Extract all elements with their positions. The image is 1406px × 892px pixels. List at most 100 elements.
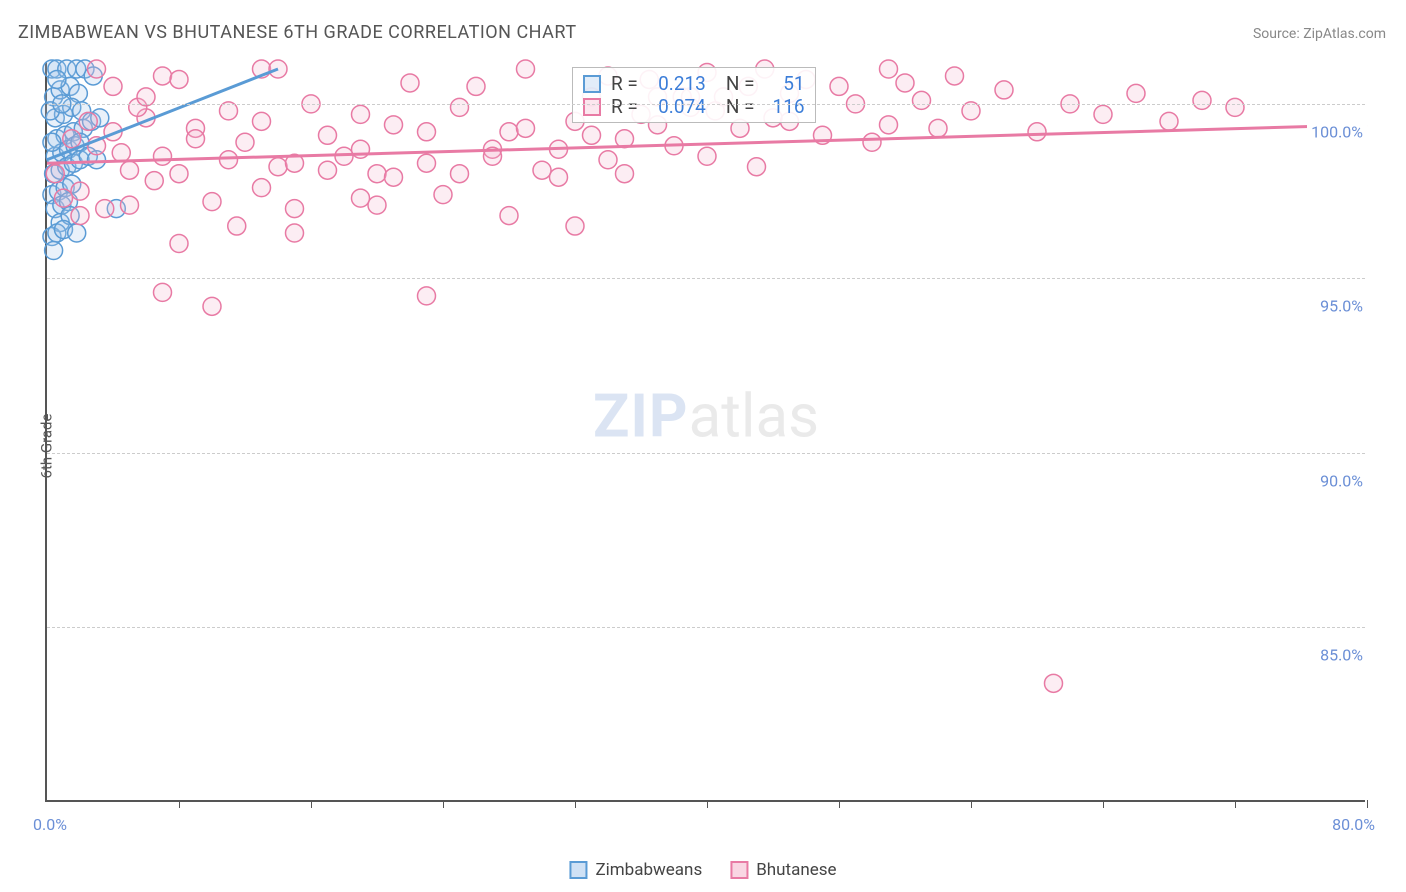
data-point xyxy=(46,165,64,183)
data-point xyxy=(71,207,89,225)
data-point xyxy=(385,168,403,186)
data-point xyxy=(1094,105,1112,123)
data-point xyxy=(896,74,914,92)
data-point xyxy=(517,119,535,137)
data-point xyxy=(583,126,601,144)
data-point xyxy=(946,67,964,85)
x-tick xyxy=(971,800,972,808)
source-value: ZipAtlas.com xyxy=(1303,26,1386,42)
x-tick xyxy=(311,800,312,808)
x-axis-min-label: 0.0% xyxy=(33,815,67,834)
data-point xyxy=(286,200,304,218)
data-point xyxy=(418,287,436,305)
y-tick-label: 100.0% xyxy=(1307,122,1367,141)
data-point xyxy=(104,77,122,95)
data-point xyxy=(698,147,716,165)
data-point xyxy=(550,168,568,186)
x-tick xyxy=(1103,800,1104,808)
n-value: 116 xyxy=(765,95,805,118)
data-point xyxy=(929,119,947,137)
data-point xyxy=(616,165,634,183)
data-point xyxy=(187,130,205,148)
data-point xyxy=(385,116,403,134)
data-point xyxy=(830,77,848,95)
data-point xyxy=(203,297,221,315)
legend-label: Zimbabweans xyxy=(595,860,702,880)
stats-swatch xyxy=(583,75,601,93)
data-point xyxy=(220,151,238,169)
data-point xyxy=(880,60,898,78)
r-value: 0.074 xyxy=(648,95,706,118)
data-point xyxy=(253,179,271,197)
data-point xyxy=(995,81,1013,99)
data-point xyxy=(63,130,81,148)
data-point xyxy=(500,207,518,225)
x-tick xyxy=(443,800,444,808)
data-point xyxy=(319,161,337,179)
stats-swatch xyxy=(583,98,601,116)
data-point xyxy=(748,158,766,176)
data-point xyxy=(418,123,436,141)
gridline xyxy=(47,278,1365,279)
data-point xyxy=(1226,98,1244,116)
correlation-stats-box: R =0.213N =51R =0.074N =116 xyxy=(572,67,816,123)
data-point xyxy=(1028,123,1046,141)
data-point xyxy=(154,147,172,165)
data-point xyxy=(418,154,436,172)
data-point xyxy=(96,200,114,218)
source-attribution: Source: ZipAtlas.com xyxy=(1253,26,1386,42)
data-point xyxy=(913,91,931,109)
data-point xyxy=(154,67,172,85)
data-point xyxy=(203,193,221,211)
data-point xyxy=(45,241,63,259)
r-value: 0.213 xyxy=(648,72,706,95)
data-point xyxy=(286,224,304,242)
x-tick xyxy=(575,800,576,808)
data-point xyxy=(88,60,106,78)
n-label: N = xyxy=(726,72,755,95)
data-point xyxy=(121,161,139,179)
x-tick xyxy=(179,800,180,808)
n-label: N = xyxy=(726,95,755,118)
data-point xyxy=(352,105,370,123)
data-point xyxy=(154,283,172,301)
data-point xyxy=(352,189,370,207)
gridline xyxy=(47,453,1365,454)
data-point xyxy=(451,98,469,116)
data-point xyxy=(566,217,584,235)
data-point xyxy=(170,70,188,88)
gridline xyxy=(47,627,1365,628)
stats-row: R = 0.074 N = 116 xyxy=(583,95,805,118)
data-point xyxy=(1160,112,1178,130)
data-point xyxy=(43,133,61,151)
data-point xyxy=(434,186,452,204)
data-point xyxy=(880,116,898,134)
legend-label: Bhutanese xyxy=(756,860,836,880)
data-point xyxy=(71,182,89,200)
data-point xyxy=(112,144,130,162)
plot-svg xyxy=(47,62,1365,800)
legend-item: Zimbabweans xyxy=(569,860,702,880)
data-point xyxy=(533,161,551,179)
r-label: R = xyxy=(611,72,638,95)
y-tick-label: 90.0% xyxy=(1316,471,1367,490)
chart-title: ZIMBABWEAN VS BHUTANESE 6TH GRADE CORREL… xyxy=(18,22,577,43)
data-point xyxy=(55,189,73,207)
data-point xyxy=(145,172,163,190)
data-point xyxy=(228,217,246,235)
y-tick-label: 95.0% xyxy=(1316,297,1367,316)
data-point xyxy=(599,151,617,169)
legend-swatch xyxy=(730,861,748,879)
data-point xyxy=(170,235,188,253)
x-tick xyxy=(839,800,840,808)
data-point xyxy=(253,112,271,130)
data-point xyxy=(1193,91,1211,109)
data-point xyxy=(48,70,66,88)
chart-container: ZIMBABWEAN VS BHUTANESE 6TH GRADE CORREL… xyxy=(0,0,1406,892)
data-point xyxy=(368,196,386,214)
data-point xyxy=(517,60,535,78)
stats-row: R =0.213N =51 xyxy=(583,72,805,95)
data-point xyxy=(500,123,518,141)
data-point xyxy=(236,133,254,151)
r-label: R = xyxy=(611,95,638,118)
